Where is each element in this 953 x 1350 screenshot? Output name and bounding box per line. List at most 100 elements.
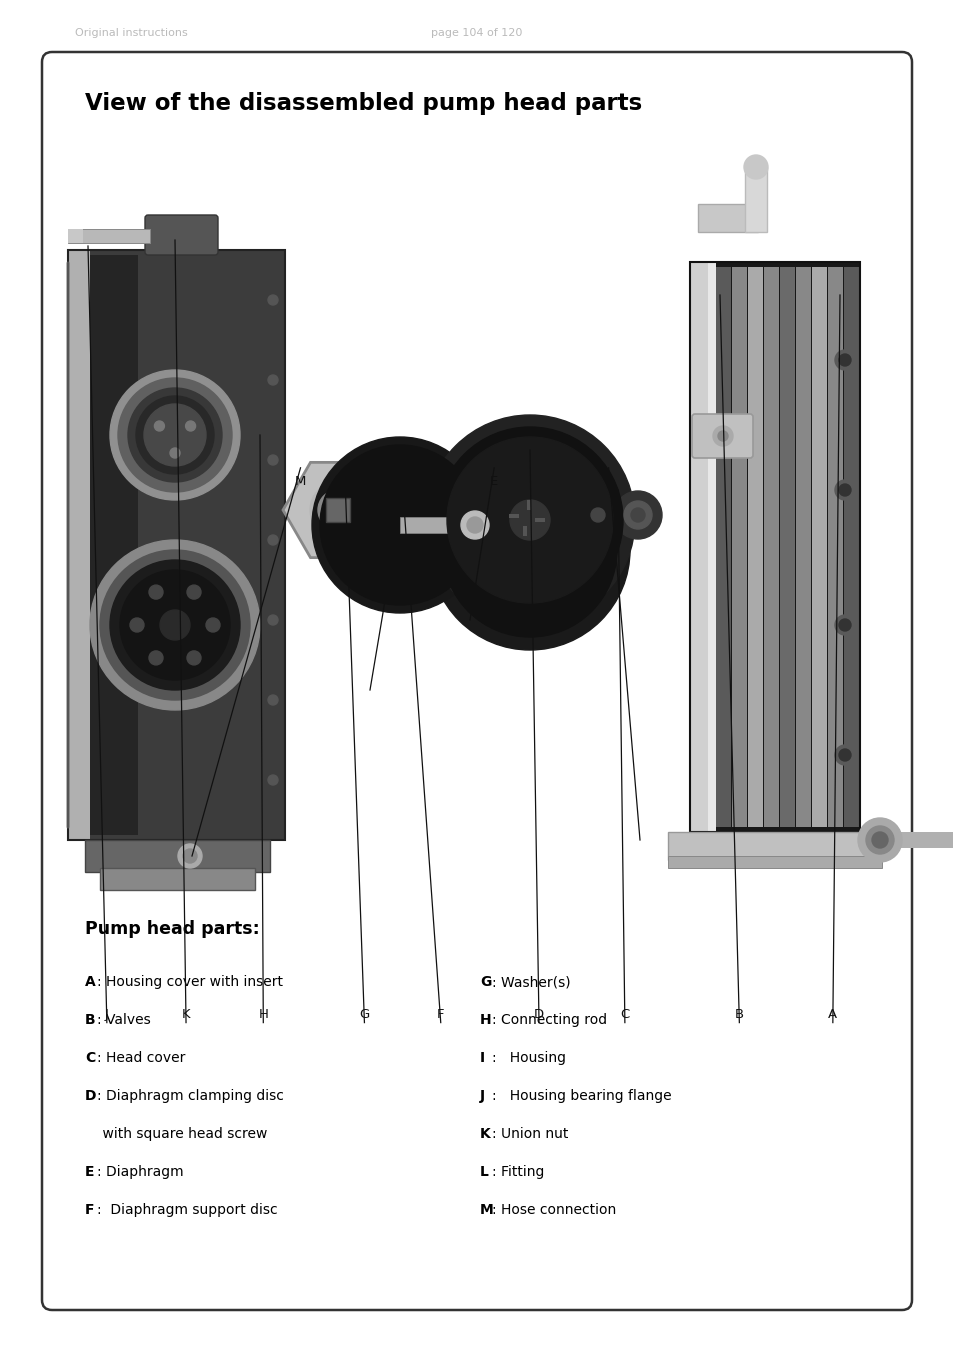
Text: Original instructions: Original instructions <box>75 28 188 38</box>
Text: L: L <box>604 475 612 487</box>
Text: M: M <box>294 475 306 487</box>
Circle shape <box>460 512 489 539</box>
Bar <box>747 267 762 828</box>
Bar <box>716 267 730 828</box>
Bar <box>326 498 350 522</box>
Circle shape <box>838 354 850 366</box>
Circle shape <box>183 849 196 863</box>
Circle shape <box>268 695 277 705</box>
Circle shape <box>154 421 164 431</box>
Bar <box>667 832 882 860</box>
Circle shape <box>834 481 854 500</box>
Circle shape <box>623 501 651 529</box>
Circle shape <box>268 775 277 784</box>
Bar <box>68 250 90 840</box>
Bar <box>859 832 953 848</box>
Circle shape <box>630 508 644 522</box>
Text: : Head cover: : Head cover <box>97 1052 185 1065</box>
Circle shape <box>442 463 617 637</box>
Circle shape <box>865 826 893 855</box>
Text: : Diaphragm clamping disc: : Diaphragm clamping disc <box>97 1089 284 1103</box>
Text: F: F <box>85 1203 94 1216</box>
Circle shape <box>510 500 550 540</box>
Circle shape <box>186 421 195 431</box>
Circle shape <box>834 350 854 370</box>
Bar <box>522 526 526 536</box>
Bar <box>698 204 758 232</box>
Text: : Union nut: : Union nut <box>492 1127 568 1141</box>
Text: I: I <box>405 475 409 487</box>
Text: D: D <box>534 1007 543 1021</box>
Circle shape <box>430 450 629 649</box>
Text: : Hose connection: : Hose connection <box>492 1203 616 1216</box>
Text: Pump head parts:: Pump head parts: <box>85 919 259 938</box>
Circle shape <box>317 490 357 531</box>
Circle shape <box>118 378 232 491</box>
Bar <box>707 262 716 832</box>
Circle shape <box>310 482 366 539</box>
Bar <box>68 230 150 243</box>
Text: M: M <box>479 1203 494 1216</box>
Circle shape <box>130 618 144 632</box>
Text: H: H <box>258 1007 268 1021</box>
Text: : Connecting rod: : Connecting rod <box>492 1012 606 1027</box>
Bar <box>827 267 842 828</box>
Text: L: L <box>479 1165 488 1179</box>
Text: C: C <box>619 1007 629 1021</box>
Text: F: F <box>436 1007 444 1021</box>
Circle shape <box>712 427 732 446</box>
Text: :  Diaphragm support disc: : Diaphragm support disc <box>97 1203 277 1216</box>
Circle shape <box>424 414 635 625</box>
Circle shape <box>436 427 622 613</box>
Bar <box>68 230 83 243</box>
Bar <box>716 262 859 832</box>
Circle shape <box>149 585 163 599</box>
Text: :   Housing: : Housing <box>492 1052 565 1065</box>
Circle shape <box>268 455 277 464</box>
Circle shape <box>590 508 604 522</box>
Bar <box>85 840 270 872</box>
Bar <box>689 262 707 832</box>
Bar <box>399 517 475 533</box>
Circle shape <box>110 560 240 690</box>
Bar <box>90 250 285 840</box>
Circle shape <box>574 491 621 539</box>
Bar <box>744 167 766 232</box>
Circle shape <box>467 517 482 533</box>
Circle shape <box>834 745 854 765</box>
Text: : Valves: : Valves <box>97 1012 151 1027</box>
Circle shape <box>268 375 277 385</box>
Text: View of the disassembled pump head parts: View of the disassembled pump head parts <box>85 92 641 115</box>
Circle shape <box>857 818 901 863</box>
Circle shape <box>268 535 277 545</box>
Text: I: I <box>479 1052 485 1065</box>
Circle shape <box>187 585 201 599</box>
Circle shape <box>614 491 661 539</box>
Circle shape <box>583 501 612 529</box>
Text: J: J <box>479 1089 485 1103</box>
Bar <box>526 500 531 510</box>
FancyBboxPatch shape <box>145 215 218 255</box>
Circle shape <box>144 404 206 466</box>
Bar <box>689 262 859 832</box>
Circle shape <box>100 549 250 701</box>
Circle shape <box>110 370 240 500</box>
Bar <box>780 267 794 828</box>
Bar <box>763 267 779 828</box>
Circle shape <box>160 610 190 640</box>
Text: J: J <box>105 1007 109 1021</box>
Text: B: B <box>85 1012 95 1027</box>
Circle shape <box>871 832 887 848</box>
Circle shape <box>90 540 260 710</box>
Text: E: E <box>85 1165 94 1179</box>
Text: H: H <box>479 1012 491 1027</box>
Circle shape <box>838 485 850 495</box>
Text: A: A <box>827 1007 837 1021</box>
Polygon shape <box>283 462 393 558</box>
Text: :   Housing bearing flange: : Housing bearing flange <box>492 1089 671 1103</box>
FancyBboxPatch shape <box>42 53 911 1310</box>
Circle shape <box>838 620 850 630</box>
Circle shape <box>178 844 202 868</box>
Text: : Fitting: : Fitting <box>492 1165 544 1179</box>
Bar <box>100 868 254 890</box>
